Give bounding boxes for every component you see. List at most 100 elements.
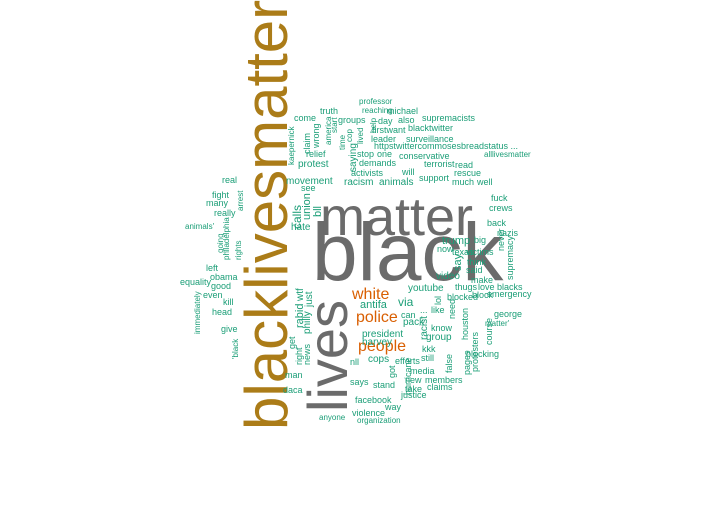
word-love: love	[478, 282, 495, 292]
word-violence: violence	[352, 408, 386, 418]
word-support: support	[419, 173, 450, 183]
word-big: big	[474, 235, 487, 245]
word-thugs: thugs	[455, 282, 478, 292]
word-conservative: conservative	[399, 151, 450, 161]
word-now: now	[437, 244, 454, 254]
word-anyone: anyone	[319, 413, 346, 422]
word-claims: claims	[427, 382, 453, 392]
word-stop: stop	[357, 149, 375, 159]
word-new: new	[405, 375, 422, 385]
word-false: false	[444, 353, 454, 373]
word-movement: movement	[286, 176, 333, 187]
word-supremacists: supremacists	[422, 113, 476, 123]
word-harvey: harvey	[362, 337, 393, 348]
word-supremacy: supremacy	[505, 235, 515, 280]
word-activists: activists	[351, 168, 384, 178]
word-course: course	[484, 317, 494, 345]
word-facebook: facebook	[355, 395, 392, 405]
word-left: left	[206, 263, 219, 273]
word-pack: pack	[403, 317, 425, 328]
word-fight: fight	[212, 190, 230, 200]
word-got: got	[387, 365, 397, 378]
word-obama: obama	[210, 272, 238, 282]
word-take: take	[405, 384, 423, 394]
word-president: president	[362, 329, 404, 340]
word-organization: organization	[357, 416, 401, 425]
word-will: will	[402, 167, 415, 177]
word-racism: racism	[344, 177, 374, 188]
word-know: know	[431, 323, 453, 333]
word-daca: daca	[283, 385, 303, 395]
word-video: video	[436, 271, 460, 282]
word-youtube: youtube	[408, 283, 444, 294]
word-philadelphia: philadelphia	[222, 217, 231, 260]
word-relief: relief	[306, 149, 326, 159]
word-says: says	[350, 377, 369, 387]
word-racist: racist	[419, 316, 430, 340]
word-nazis: nazis	[497, 228, 519, 238]
word-equality: equality	[180, 277, 212, 287]
word-httpstwittercommosesbreadstatus: httpstwittercommosesbreadstatus ...	[374, 141, 519, 151]
word-crews: crews	[489, 203, 513, 213]
word-blacks: blacks	[497, 282, 523, 292]
word-black: 'black	[231, 338, 240, 359]
word-like: like	[431, 305, 445, 315]
word-justice: justice	[401, 390, 427, 400]
word-even: even	[203, 290, 223, 300]
word-good: good	[211, 281, 232, 291]
word-members: members	[425, 375, 463, 385]
word-media: media	[410, 366, 435, 376]
word-kill: kill	[223, 297, 234, 307]
word-see: see	[301, 183, 316, 193]
word-can: can	[401, 310, 416, 320]
word-animals: animals'	[185, 222, 215, 231]
word-day: day	[378, 116, 393, 126]
word-many: many	[206, 198, 229, 208]
word-animals: animals	[379, 177, 414, 188]
word-black: black	[312, 207, 504, 298]
word-george: george	[494, 309, 523, 319]
word-fuck: fuck	[491, 193, 508, 203]
word-much: much	[452, 177, 475, 187]
word-kaepernick: kaepernick	[287, 126, 296, 165]
word-need: need	[447, 298, 457, 319]
word-news: news	[302, 343, 312, 365]
word-michael: michael	[387, 106, 419, 116]
word-think: think	[467, 257, 487, 267]
word-demands: demands	[359, 158, 397, 168]
word-police: police	[356, 309, 398, 326]
word-bll: bll	[312, 205, 324, 217]
word-stand: stand	[373, 380, 396, 390]
word-protesters: protesters	[470, 331, 480, 372]
word-rescue: rescue	[454, 168, 482, 178]
word-leader: leader	[371, 134, 397, 144]
word-hurricane: hurricane	[403, 357, 413, 395]
word-just: just	[304, 291, 315, 307]
word-immediately: immediately	[193, 291, 202, 334]
word-read: read	[455, 160, 474, 170]
word-wrong: wrong	[311, 123, 321, 148]
word-firstwant: firstwant	[372, 125, 406, 135]
word-protest: protest	[298, 159, 329, 170]
word-hate: hate	[291, 222, 311, 233]
word-arrest: arrest	[236, 190, 245, 211]
word-help: help	[369, 117, 378, 133]
word-houston: houston	[460, 307, 470, 340]
word-back: back	[487, 218, 507, 228]
word-blocking: blocking	[466, 349, 500, 359]
word-blocked: blocked	[447, 292, 479, 302]
word-trump: trump	[442, 235, 471, 247]
word-still: still	[421, 353, 434, 363]
word-lol: lol	[433, 295, 443, 305]
word-cop: cop	[345, 129, 354, 142]
word-one: one	[377, 149, 393, 159]
word-head: head	[212, 307, 233, 317]
word-come: come	[294, 113, 317, 123]
word-people: people	[358, 338, 407, 355]
word-terrorist: terrorist	[424, 159, 455, 169]
word-efforts: efforts	[395, 356, 420, 366]
word-white: white	[352, 286, 390, 303]
word-lived: lived	[356, 127, 365, 144]
word-philly: philly	[302, 311, 313, 334]
